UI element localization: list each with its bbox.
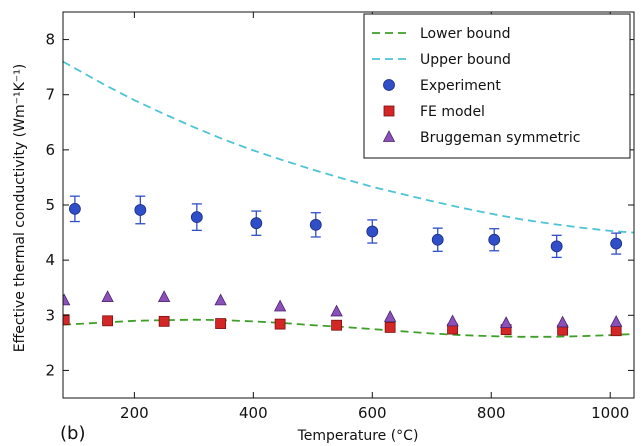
- data-point-bruggeman-symmetric: [446, 314, 459, 327]
- series-layer: [63, 60, 634, 338]
- series-line-upper-bound: [63, 60, 634, 234]
- legend-label-experiment: Experiment: [420, 78, 501, 94]
- data-point-experiment: [366, 225, 379, 238]
- data-point-bruggeman-symmetric: [273, 299, 287, 312]
- y-axis-label: Effective thermal conductivity (Wm⁻¹K⁻¹): [12, 64, 28, 353]
- data-point-fe-model: [274, 318, 286, 330]
- legend-label-upper-bound: Upper bound: [420, 52, 511, 68]
- data-point-experiment: [488, 233, 501, 246]
- data-point-fe-model: [102, 315, 114, 327]
- data-point-fe-model: [331, 319, 343, 331]
- data-point-fe-model: [610, 325, 622, 337]
- data-point-fe-model: [63, 314, 70, 326]
- data-point-bruggeman-symmetric: [556, 315, 569, 328]
- data-point-fe-model: [158, 315, 170, 327]
- y-tick-label: 8: [45, 31, 55, 49]
- y-tick-label: 4: [45, 251, 55, 269]
- legend-box: [363, 13, 631, 159]
- data-point-bruggeman-symmetric: [609, 315, 623, 327]
- data-point-experiment: [610, 237, 623, 250]
- x-tick-label: 600: [358, 404, 387, 422]
- x-tick-label: 400: [239, 404, 268, 422]
- data-point-experiment: [134, 204, 147, 216]
- legend-label-fe-model: FE model: [420, 104, 485, 120]
- data-point-experiment: [250, 217, 263, 230]
- legend-swatch-fe-model: [383, 105, 395, 117]
- data-point-bruggeman-symmetric: [63, 293, 71, 306]
- data-point-experiment: [550, 240, 563, 253]
- data-point-bruggeman-symmetric: [157, 290, 171, 302]
- data-point-bruggeman-symmetric: [330, 304, 343, 317]
- panel-label: (b): [60, 423, 85, 444]
- y-tick-label: 7: [45, 86, 55, 104]
- data-point-experiment: [68, 202, 81, 215]
- legend-label-bruggeman-symmetric: Bruggeman symmetric: [420, 130, 580, 146]
- legend-swatch-bruggeman-symmetric: [382, 130, 396, 142]
- data-point-experiment: [309, 218, 322, 231]
- legend-swatch-experiment: [383, 79, 395, 91]
- data-point-bruggeman-symmetric: [499, 316, 513, 328]
- data-point-bruggeman-symmetric: [101, 290, 114, 302]
- x-axis-label: Temperature (°C): [297, 428, 419, 444]
- y-tick-label: 6: [45, 141, 55, 159]
- plot-area: [63, 60, 634, 338]
- data-point-fe-model: [215, 318, 227, 329]
- x-tick-label: 200: [120, 404, 149, 422]
- legend: Lower bound Upper bound Experiment FE model…: [363, 13, 631, 159]
- data-point-experiment: [431, 233, 444, 246]
- data-point-bruggeman-symmetric: [214, 293, 227, 306]
- y-tick-label: 2: [45, 361, 55, 379]
- y-tick-label: 3: [45, 306, 55, 324]
- y-tick-label: 5: [45, 196, 55, 214]
- data-point-fe-model: [384, 322, 396, 333]
- data-point-bruggeman-symmetric: [383, 310, 397, 322]
- x-tick-label: 800: [477, 404, 506, 422]
- data-point-experiment: [190, 211, 203, 224]
- x-tick-label: 1000: [591, 404, 629, 422]
- legend-label-lower-bound: Lower bound: [420, 26, 510, 42]
